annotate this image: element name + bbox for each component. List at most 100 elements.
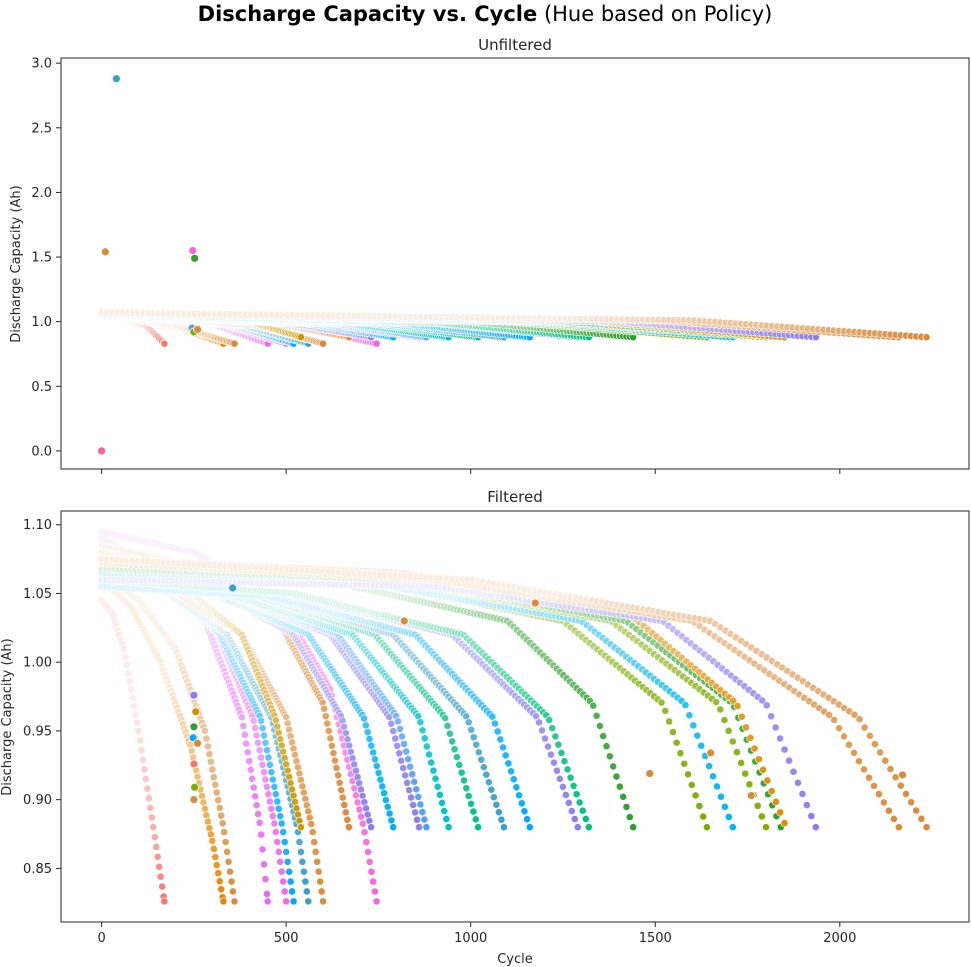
filtered-series-1-point <box>131 710 140 719</box>
filtered-series-4-point <box>254 810 262 818</box>
filtered-series-1-point <box>153 852 162 861</box>
filtered-series-4-point <box>257 830 265 839</box>
filtered-series-3-point <box>217 811 226 820</box>
filtered-series-1-point <box>121 652 130 661</box>
filtered-series-5-point <box>257 753 265 762</box>
figure-title: Discharge Capacity vs. Cycle (Hue based … <box>198 2 773 26</box>
filtered-series-1-point <box>122 661 131 669</box>
filtered-series-3-point <box>206 757 215 766</box>
filtered-series-2-point <box>202 811 211 820</box>
unfiltered-series-30-point <box>922 333 931 342</box>
filtered-series-3-point <box>208 765 217 774</box>
filtered-series-3-point <box>221 838 230 846</box>
filtered-series-1-point <box>125 677 134 686</box>
filtered-series-2-point <box>219 897 228 906</box>
filtered-series-1-point <box>119 644 128 653</box>
filtered-series-2-point <box>212 861 221 869</box>
filtered-series-3-point <box>224 857 233 866</box>
filtered-series-1-point <box>140 765 149 774</box>
filtered-subplot: 0 500 1000 1500 20000.850.900.951.001.051.10… <box>0 488 970 967</box>
filtered-series-2-point <box>214 869 223 878</box>
filtered-series-1-point <box>147 813 156 822</box>
filtered-series-2-point <box>193 772 202 781</box>
filtered-series-1-point <box>124 669 133 678</box>
filtered-series-1-point <box>130 702 138 711</box>
filtered-series-3-point <box>212 788 221 797</box>
unfiltered-series-1-point <box>160 339 169 348</box>
unfiltered-y-tick-label: 2.5 <box>31 121 52 136</box>
unfiltered-subplot: 0.00.51.01.52.02.53.0 Unfiltered Dischar… <box>9 36 970 474</box>
filtered-series-4-point <box>237 713 246 722</box>
filtered-series-3-point <box>230 897 239 906</box>
filtered-series-5-point <box>255 746 264 755</box>
filtered-series-1-point <box>150 833 159 841</box>
filtered-series-4-point <box>242 739 251 748</box>
unfiltered-y-tick-label: 0.5 <box>31 380 52 395</box>
filtered-series-5-point <box>282 897 291 906</box>
filtered-series-4-point <box>245 757 254 766</box>
unfiltered-outlier-point <box>100 247 110 257</box>
filtered-series-5-point <box>264 790 273 799</box>
filtered-series-2-point <box>198 792 206 800</box>
filtered-series-5-point <box>268 812 277 821</box>
unfiltered-y-tick-label: 1.5 <box>31 251 52 266</box>
filtered-series-1-point <box>128 694 137 702</box>
filtered-series-3-point <box>218 819 227 828</box>
filtered-scatter-marks <box>97 527 931 906</box>
filtered-series-1-point <box>156 872 165 881</box>
filtered-series-5-point <box>266 797 274 806</box>
filtered-series-5-point <box>271 828 280 836</box>
filtered-series-4-point <box>261 875 270 884</box>
filtered-series-1-point <box>127 685 136 694</box>
filtered-series-2-point <box>205 824 214 832</box>
filtered-series-5-point <box>277 867 286 876</box>
filtered-series-2-point <box>199 798 208 807</box>
filtered-series-4-point <box>240 730 249 739</box>
filtered-series-5-point <box>263 782 271 791</box>
filtered-series-3-point <box>215 804 224 812</box>
filtered-series-1-point <box>155 862 164 871</box>
filtered-series-5-point <box>252 731 261 740</box>
figure-title-bold: Discharge Capacity vs. Cycle <box>198 2 538 26</box>
filtered-series-1-point <box>149 823 158 832</box>
filtered-series-3-point <box>211 780 220 789</box>
unfiltered-outlier-point <box>111 74 121 84</box>
filtered-series-3-point <box>214 796 223 805</box>
filtered-series-5-point <box>274 848 283 856</box>
filtered-series-5-point <box>270 819 279 828</box>
filtered-series-4-point <box>263 897 272 906</box>
filtered-series-1-point <box>133 718 141 727</box>
filtered-series-4-point <box>258 845 267 854</box>
filtered-series-5-point <box>276 857 285 866</box>
filtered-series-1-point <box>152 843 161 851</box>
filtered-series-3-point <box>229 887 237 896</box>
filtered-series-1 <box>97 596 169 906</box>
filtered-series-1-point <box>141 775 150 783</box>
unfiltered-series-8-point <box>319 339 327 348</box>
filtered-series-5-point <box>273 838 282 846</box>
filtered-series-4-point <box>260 860 268 869</box>
filtered-series-2-point <box>203 817 212 826</box>
filtered-series-2-point <box>215 877 224 886</box>
unfiltered-y-axis-label: Discharge Capacity (Ah) <box>9 185 24 342</box>
filtered-series-5-point <box>251 724 260 733</box>
unfiltered-title: Unfiltered <box>478 36 552 54</box>
figure-title-normal: (Hue based on Policy) <box>537 2 772 26</box>
unfiltered-axes-frame <box>60 57 970 470</box>
filtered-series-5-point <box>280 887 289 896</box>
filtered-series-4-point <box>252 801 261 810</box>
unfiltered-series-9-point <box>372 339 381 348</box>
filtered-series-3-point <box>205 750 214 758</box>
filtered-series-1-point <box>158 882 167 891</box>
unfiltered-y-tick-label: 1.0 <box>31 315 52 330</box>
filtered-series-5-point <box>267 804 276 813</box>
unfiltered-y-tick-label: 3.0 <box>31 57 52 72</box>
unfiltered-y-tick-label: 2.0 <box>31 186 52 201</box>
filtered-series-1-point <box>146 804 155 812</box>
filtered-series-5-point <box>261 775 270 784</box>
filtered-series-2-point <box>208 837 217 845</box>
filtered-series-4-point <box>249 783 258 792</box>
filtered-series-2-point <box>201 804 209 813</box>
filtered-series-4-point <box>251 792 260 801</box>
filtered-series-1-point <box>136 736 144 745</box>
